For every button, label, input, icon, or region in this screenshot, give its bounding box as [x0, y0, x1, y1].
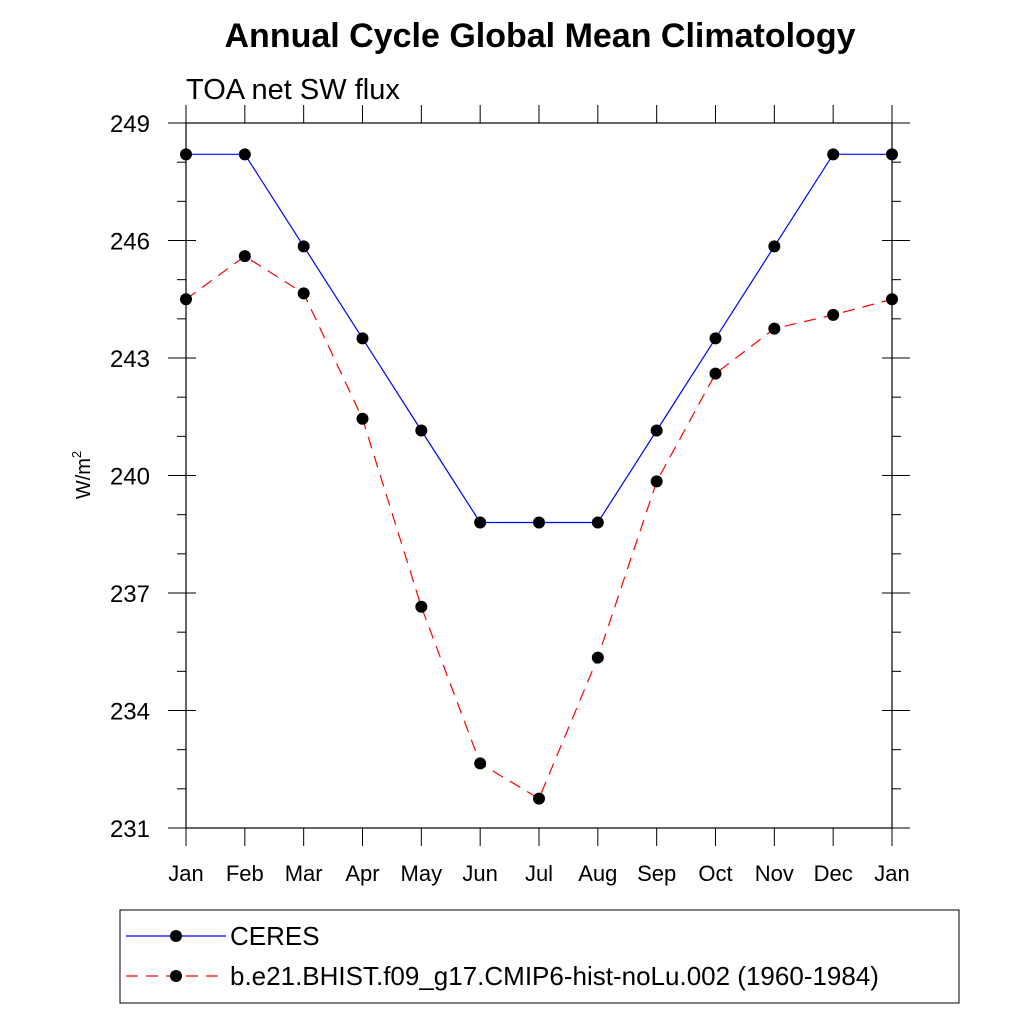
y-tick-label: 237	[110, 581, 150, 608]
data-point-series-1	[533, 792, 545, 805]
y-tick-label: 246	[110, 229, 150, 256]
data-point-series-1	[827, 308, 840, 321]
data-point-series-0	[709, 332, 722, 345]
y-tick-label: 240	[110, 464, 150, 491]
x-tick-label: Mar	[285, 861, 323, 886]
legend-label-model: b.e21.BHIST.f09_g17.CMIP6-hist-noLu.002 …	[230, 961, 879, 991]
series-line-0	[186, 153, 892, 524]
data-point-series-0	[238, 148, 251, 161]
y-axis-label-unit: W/m	[73, 458, 95, 499]
x-tick-label: Nov	[755, 861, 794, 886]
x-tick-label: Jul	[525, 861, 553, 886]
y-tick-label: 231	[110, 816, 150, 843]
data-point-series-1	[297, 287, 310, 300]
chart-subtitle: TOA net SW flux	[186, 74, 400, 106]
x-tick-label: Sep	[637, 861, 676, 886]
plot-area: 231 234 237 240 243 246 249 Jan Feb Mar Apr May Jun J…	[110, 105, 910, 886]
data-point-series-1	[356, 412, 369, 425]
x-tick-label: Oct	[698, 861, 732, 886]
x-tick-label: Jun	[462, 861, 497, 886]
data-point-series-1	[238, 250, 251, 263]
data-point-series-1	[709, 367, 722, 380]
chart-title: Annual Cycle Global Mean Climatology	[225, 17, 856, 55]
data-point-series-0	[650, 424, 663, 437]
data-point-series-1	[415, 600, 428, 613]
x-tick-label: Dec	[814, 861, 853, 886]
data-point-series-1	[591, 651, 604, 664]
x-tick-label: Apr	[345, 861, 379, 886]
data-point-series-0	[886, 148, 898, 161]
data-point-series-0	[591, 516, 604, 529]
data-point-series-1	[180, 293, 192, 306]
data-point-series-1	[886, 293, 898, 306]
data-point-series-1	[474, 757, 487, 770]
x-tick-label: Jan	[168, 861, 203, 886]
data-point-series-1	[650, 475, 663, 488]
data-point-series-0	[415, 424, 428, 437]
y-axis-label-superscript: 2	[69, 451, 84, 458]
data-point-series-0	[356, 332, 369, 345]
x-tick-label: Feb	[226, 861, 264, 886]
data-point-series-0	[297, 240, 310, 253]
y-tick-label: 249	[110, 111, 150, 138]
y-tick-label: 243	[110, 346, 150, 373]
x-tick-label: May	[401, 861, 443, 886]
x-tick-label: Aug	[578, 861, 617, 886]
data-point-series-0	[533, 516, 545, 529]
legend-marker-model	[170, 970, 182, 982]
legend-marker-ceres	[170, 930, 182, 942]
y-tick-label: 234	[110, 699, 150, 726]
data-point-series-0	[474, 516, 487, 529]
legend: CERES b.e21.BHIST.f09_g17.CMIP6-hist-noL…	[119, 909, 960, 1004]
data-point-series-0	[827, 148, 840, 161]
data-point-series-0	[180, 148, 192, 161]
legend-box	[119, 909, 960, 1004]
data-point-series-0	[768, 240, 781, 253]
x-tick-label: Jan	[874, 861, 909, 886]
y-axis-label: W/m2	[69, 451, 95, 499]
legend-label-ceres: CERES	[230, 921, 320, 951]
data-point-series-1	[768, 322, 781, 335]
